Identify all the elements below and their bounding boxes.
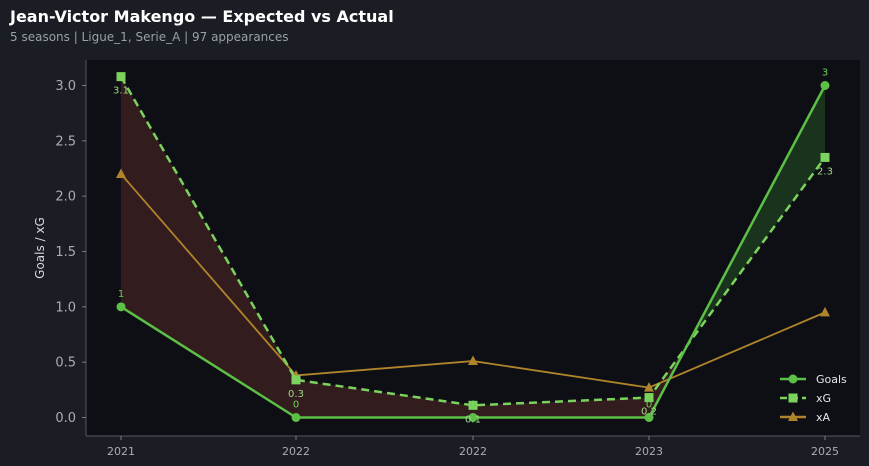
xg-data-label: 0.1 bbox=[465, 414, 481, 425]
fill-between-area bbox=[296, 379, 473, 418]
legend-xg-marker bbox=[788, 393, 798, 403]
legend-goals-marker bbox=[788, 374, 798, 384]
xg-data-label: 0.3 bbox=[288, 389, 304, 400]
y-tick-label: 3.0 bbox=[55, 79, 76, 94]
y-tick-label: 2.0 bbox=[55, 190, 76, 205]
fill-between-area bbox=[121, 76, 296, 418]
goals-data-label: 0 bbox=[646, 400, 652, 411]
chart-title: Jean-Victor Makengo — Expected vs Actual bbox=[10, 7, 394, 26]
x-tick-label: 2022 bbox=[459, 445, 487, 458]
y-tick-label: 1.5 bbox=[55, 245, 76, 260]
legend-xa-marker bbox=[788, 411, 798, 421]
xa-marker bbox=[820, 306, 830, 317]
legend: Goals xG xA bbox=[780, 373, 847, 424]
xg-marker bbox=[291, 375, 301, 385]
xg-marker bbox=[820, 152, 830, 162]
fill-between-area bbox=[473, 397, 649, 418]
legend-xa-label: xA bbox=[816, 411, 831, 424]
y-axis-label: Goals / xG bbox=[33, 217, 47, 279]
xa-marker bbox=[468, 355, 478, 366]
goals-marker bbox=[820, 81, 830, 90]
xa-marker bbox=[116, 168, 126, 179]
xg-marker bbox=[644, 393, 654, 403]
xg-marker bbox=[468, 400, 478, 410]
goals-marker bbox=[116, 302, 126, 312]
legend-xg-label: xG bbox=[816, 392, 831, 405]
x-tick-label: 2025 bbox=[811, 445, 839, 458]
goals-marker bbox=[644, 413, 654, 422]
goals-data-label: 3 bbox=[822, 68, 828, 79]
y-tick-label: 0.5 bbox=[55, 356, 76, 371]
y-tick-label: 1.0 bbox=[55, 300, 76, 315]
goals-data-label: 1 bbox=[118, 289, 124, 300]
x-tick-label: 2022 bbox=[282, 445, 310, 458]
goals-data-label: 0 bbox=[470, 400, 476, 411]
goals-marker bbox=[291, 413, 301, 422]
legend-goals-label: Goals bbox=[816, 373, 847, 386]
xa-marker bbox=[644, 382, 654, 392]
goals-data-label: 0 bbox=[293, 400, 299, 411]
xg-marker bbox=[116, 72, 126, 82]
goals-marker bbox=[468, 413, 478, 422]
x-tick-label: 2021 bbox=[107, 445, 135, 458]
xg-data-label: 2.3 bbox=[817, 166, 833, 177]
y-tick-label: 2.5 bbox=[55, 134, 76, 149]
xg-data-label: 0.2 bbox=[641, 407, 657, 418]
x-tick-label: 2023 bbox=[635, 445, 663, 458]
chart-subtitle: 5 seasons | Ligue_1, Serie_A | 97 appear… bbox=[10, 30, 289, 44]
y-tick-label: 0.0 bbox=[55, 411, 76, 426]
xg-data-label: 3.1 bbox=[113, 86, 129, 97]
